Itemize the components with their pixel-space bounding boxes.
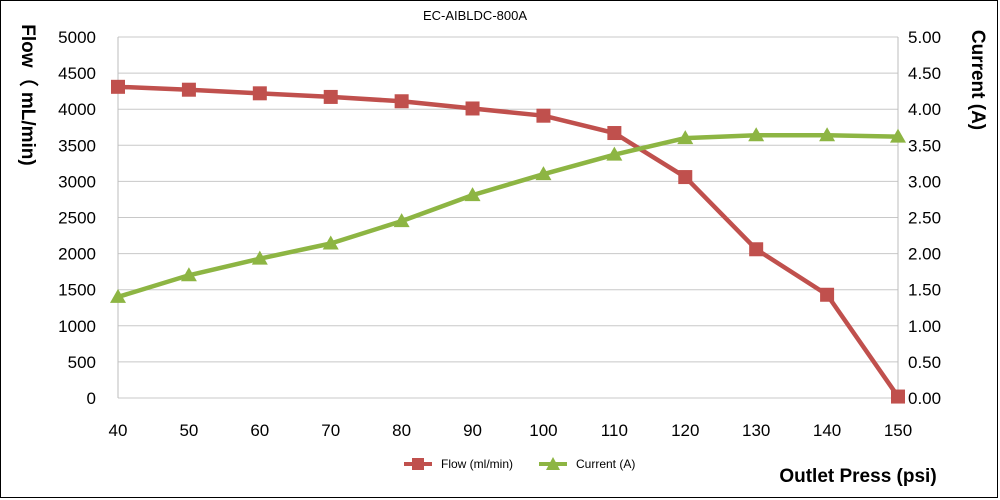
y-right-tick-label: 0.00 <box>908 389 941 408</box>
point-flow <box>465 101 480 116</box>
x-axis-title: Outlet Press (psi) <box>779 466 936 487</box>
point-current <box>819 127 836 142</box>
y-right-tick-label: 3.50 <box>908 136 941 155</box>
y-left-tick-label: 3500 <box>58 136 96 155</box>
x-tick-label: 60 <box>250 421 269 440</box>
legend-flow-label: Flow (ml/min) <box>441 457 513 471</box>
x-tick-label: 50 <box>179 421 198 440</box>
x-tick-label: 40 <box>109 421 128 440</box>
point-current <box>393 213 410 228</box>
series-layer <box>110 79 906 404</box>
legend: Flow (ml/min) Current (A) <box>404 457 635 471</box>
y-right-tick-label: 2.00 <box>908 245 941 264</box>
point-flow <box>820 287 835 302</box>
x-tick-label: 100 <box>529 421 557 440</box>
point-current <box>110 288 126 303</box>
left-axis-ticks: 0 500 1000 1500 2000 2500 3000 3500 4000 4500 5000 <box>58 28 96 408</box>
point-flow <box>252 86 267 101</box>
y-right-tick-label: 3.00 <box>908 172 941 191</box>
x-tick-label: 130 <box>742 421 770 440</box>
x-tick-label: 110 <box>601 421 628 440</box>
series-line-current <box>117 132 899 300</box>
point-flow <box>607 126 622 141</box>
y-right-tick-label: 4.50 <box>908 64 941 83</box>
x-axis-ticks: 40 50 60 70 80 90 100 110 120 130 140 150 <box>109 421 913 440</box>
y-left-tick-label: 1000 <box>58 317 96 336</box>
x-tick-label: 150 <box>884 421 912 440</box>
x-tick-label: 120 <box>671 421 699 440</box>
legend-current-marker <box>546 457 560 470</box>
y-right-tick-label: 1.50 <box>908 281 941 300</box>
point-current <box>251 250 268 265</box>
point-current <box>180 267 197 282</box>
chart-title: EC-AIBLDC-800A <box>423 8 527 23</box>
point-current <box>677 130 694 145</box>
right-axis-ticks: 0.00 0.50 1.00 1.50 2.00 2.50 3.00 3.50 4.00 4.50… <box>908 28 941 408</box>
y-left-tick-label: 4500 <box>58 64 96 83</box>
y-right-tick-label: 5.00 <box>908 28 941 47</box>
gridlines <box>117 36 899 399</box>
x-tick-label: 140 <box>813 421 841 440</box>
point-flow <box>394 94 409 109</box>
y-left-tick-label: 2000 <box>58 245 96 264</box>
y-right-tick-label: 2.50 <box>908 209 941 228</box>
point-flow <box>536 108 551 123</box>
point-current <box>535 166 552 181</box>
x-tick-label: 70 <box>321 421 340 440</box>
y-left-tick-label: 0 <box>87 389 96 408</box>
y-right-tick-label: 4.00 <box>908 100 941 119</box>
point-flow <box>111 79 125 94</box>
point-flow <box>891 389 905 404</box>
y-left-tick-label: 1500 <box>58 281 96 300</box>
y-left-tick-label: 4000 <box>58 100 96 119</box>
legend-flow-marker <box>412 458 424 470</box>
y-left-tick-label: 3000 <box>58 172 96 191</box>
point-flow <box>678 170 693 185</box>
point-current <box>748 127 765 142</box>
y-left-tick-label: 5000 <box>58 28 96 47</box>
series-line-flow <box>117 84 900 398</box>
y-left-tick-label: 2500 <box>58 209 96 228</box>
y-right-tick-label: 1.00 <box>908 317 941 336</box>
y-right-tick-label: 0.50 <box>908 353 941 372</box>
point-current <box>606 146 623 161</box>
x-tick-label: 90 <box>463 421 482 440</box>
point-current <box>890 128 906 143</box>
point-current <box>464 187 481 202</box>
x-tick-label: 80 <box>392 421 411 440</box>
y-axis-left-title: Flow（ mL/min) <box>17 24 40 165</box>
point-flow <box>181 82 196 97</box>
point-current <box>322 235 339 250</box>
legend-current-label: Current (A) <box>576 457 635 471</box>
point-flow <box>323 89 338 104</box>
point-flow <box>749 242 764 257</box>
y-left-tick-label: 500 <box>68 353 96 372</box>
y-axis-right-title: Current (A) <box>967 30 988 130</box>
